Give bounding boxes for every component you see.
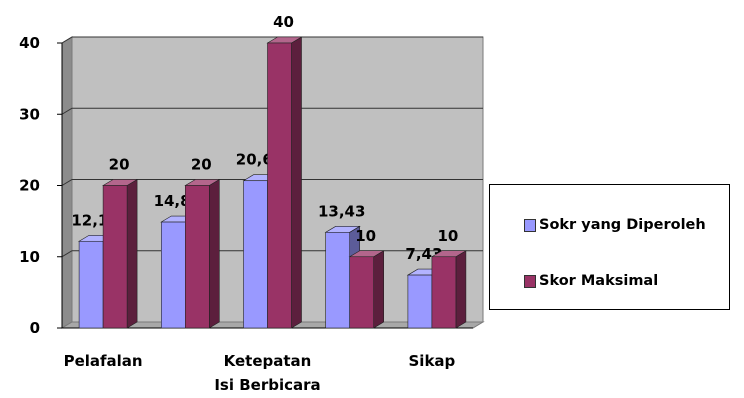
x-category-label: Isi Berbicara bbox=[214, 376, 320, 394]
bar-side bbox=[209, 178, 220, 329]
bar-side bbox=[291, 36, 302, 329]
x-category-label: Sikap bbox=[409, 352, 456, 370]
y-tick-label: 10 bbox=[19, 248, 40, 266]
data-label: 20 bbox=[109, 156, 130, 174]
data-label: 10 bbox=[355, 227, 376, 245]
x-category-label: Ketepatan bbox=[224, 352, 312, 370]
bar bbox=[431, 256, 457, 329]
y-tick-label: 40 bbox=[19, 34, 40, 52]
y-tick-label: 20 bbox=[19, 177, 40, 195]
bar bbox=[267, 42, 292, 329]
bar bbox=[161, 221, 186, 329]
y-tick-label: 30 bbox=[19, 105, 40, 123]
legend-item-series-2: Skor Maksimal bbox=[524, 273, 658, 289]
bar bbox=[243, 180, 268, 329]
gridline bbox=[61, 179, 483, 186]
bar bbox=[102, 185, 128, 329]
data-label: 13,43 bbox=[318, 202, 365, 220]
data-label: 20 bbox=[191, 156, 212, 174]
bar-side bbox=[126, 178, 138, 329]
legend-label-series-1: Sokr yang Diperoleh bbox=[539, 217, 706, 233]
bar bbox=[78, 240, 104, 329]
legend-label-series-2: Skor Maksimal bbox=[539, 273, 659, 289]
bar bbox=[185, 185, 210, 329]
bar-side bbox=[455, 250, 467, 329]
data-label: 10 bbox=[437, 227, 458, 245]
gridline bbox=[61, 107, 483, 115]
y-tick-label: 0 bbox=[30, 319, 40, 337]
bar bbox=[325, 232, 351, 329]
data-label: 40 bbox=[273, 13, 294, 31]
gridline bbox=[61, 36, 483, 44]
x-category-label: Pelafalan bbox=[64, 352, 143, 370]
bar bbox=[407, 274, 433, 329]
legend-swatch-series-1 bbox=[524, 218, 536, 232]
bar bbox=[349, 256, 375, 329]
legend: Sokr yang Diperoleh Skor Maksimal bbox=[489, 184, 730, 310]
bar-side bbox=[373, 250, 385, 329]
legend-item-series-1: Sokr yang Diperoleh bbox=[524, 217, 706, 233]
legend-swatch-series-2 bbox=[524, 274, 536, 288]
